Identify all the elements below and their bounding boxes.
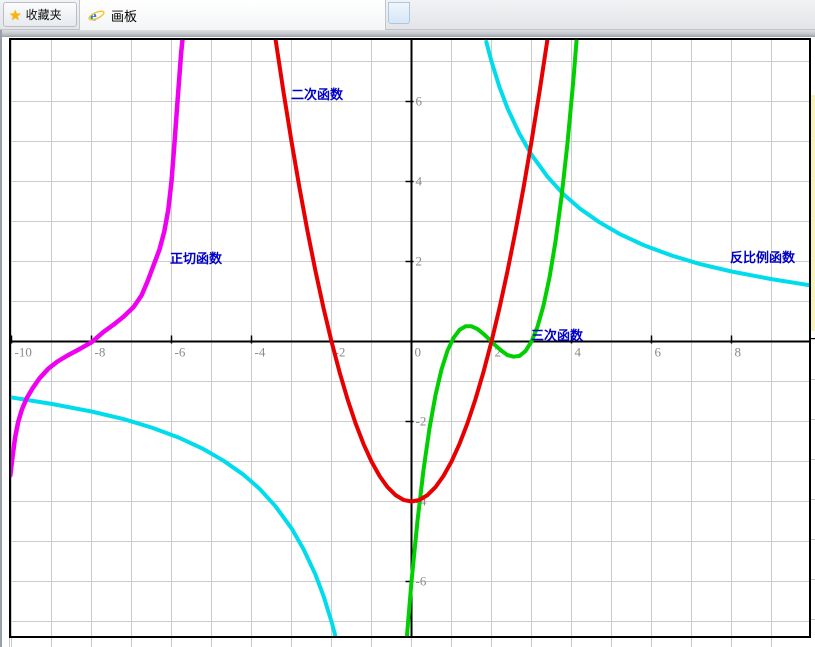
- svg-text:2: 2: [416, 254, 423, 269]
- curve-label: 正切函数: [170, 251, 223, 266]
- svg-text:0: 0: [415, 345, 422, 360]
- tab-title: 画板: [111, 8, 138, 24]
- svg-text:e: e: [90, 8, 97, 24]
- svg-text:-2: -2: [416, 414, 427, 429]
- svg-text:-4: -4: [255, 345, 266, 360]
- svg-text:8: 8: [735, 345, 742, 360]
- window-band: [0, 30, 815, 37]
- favorites-label: 收藏夹: [25, 8, 62, 22]
- curve-label: 反比例函数: [730, 250, 796, 265]
- svg-text:4: 4: [575, 345, 582, 360]
- favorites-button[interactable]: ★ 收藏夹: [3, 2, 77, 27]
- svg-text:-10: -10: [15, 345, 32, 360]
- svg-text:-6: -6: [416, 574, 427, 589]
- curve-label: 二次函数: [291, 87, 344, 102]
- window-left-edge: [0, 30, 2, 647]
- svg-text:-2: -2: [335, 345, 346, 360]
- svg-text:-8: -8: [95, 345, 106, 360]
- svg-text:-6: -6: [175, 345, 186, 360]
- drawing-board-canvas[interactable]: -10 -8 -6 -4 -2 0 2 4 6 8 6 4 2 -2 -4 -6 反比例函数 正切函数 三次函数二…: [9, 38, 811, 638]
- svg-text:4: 4: [416, 174, 423, 189]
- bottom-grid-stubs: [9, 638, 811, 647]
- svg-text:6: 6: [655, 345, 662, 360]
- svg-text:6: 6: [416, 94, 423, 109]
- svg-text:2: 2: [495, 345, 502, 360]
- curve-label: 三次函数: [531, 328, 584, 343]
- tab-drawing-board[interactable]: e 画板: [79, 0, 386, 30]
- star-icon: ★: [9, 6, 22, 23]
- right-grid-stubs: [811, 331, 815, 637]
- browser-tab-bar: ★ 收藏夹 e 画板: [0, 0, 815, 30]
- right-yellow-strip: [811, 95, 815, 331]
- new-tab-button[interactable]: [388, 2, 410, 24]
- ie-icon: e: [88, 7, 105, 24]
